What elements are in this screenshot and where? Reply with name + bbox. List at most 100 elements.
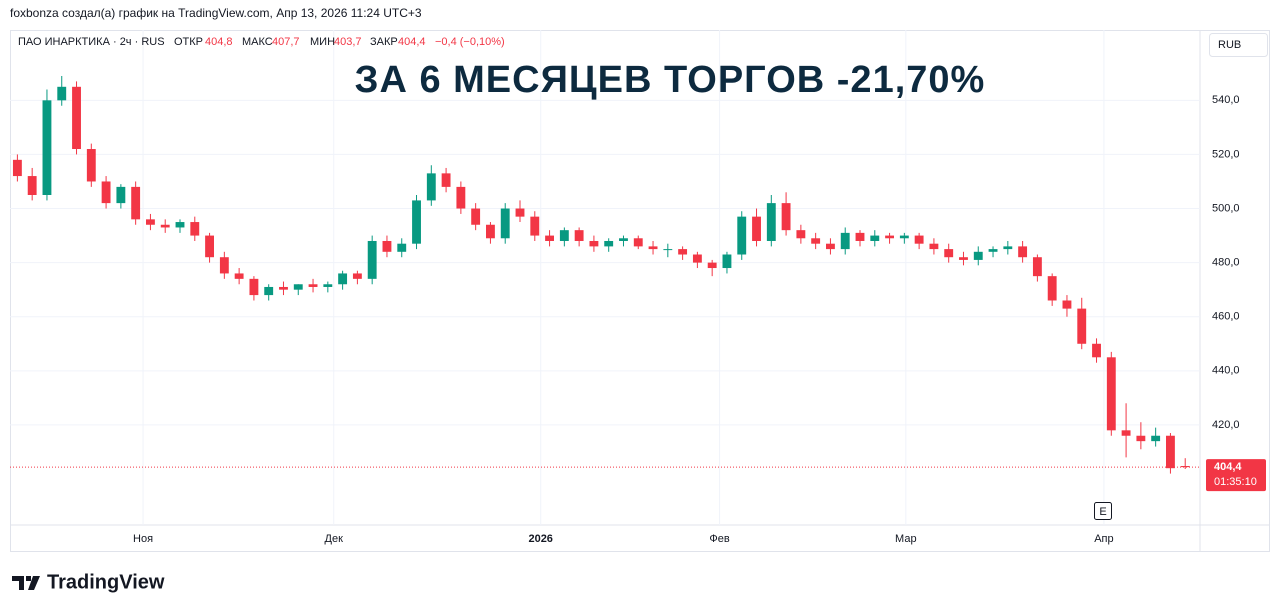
- candle-body: [426, 173, 436, 201]
- candle-body: [1092, 343, 1101, 358]
- attribution: foxbonza создал(а) график на TradingView…: [10, 6, 422, 20]
- y-tick-label: 440,0: [1212, 365, 1240, 377]
- candle-body: [589, 240, 599, 247]
- currency[interactable]: RUB: [1218, 39, 1241, 51]
- candle-body: [1136, 435, 1146, 442]
- candle-body: [1121, 430, 1131, 436]
- candle-body: [190, 222, 200, 236]
- candle-body: [707, 262, 717, 269]
- candle-body: [530, 216, 540, 236]
- last-price-label: 404,4: [1214, 461, 1242, 473]
- candle-body: [101, 181, 111, 204]
- candle-body: [574, 230, 584, 241]
- candle-body: [944, 249, 954, 258]
- currency-box[interactable]: [1209, 33, 1268, 57]
- y-tick-label: 460,0: [1212, 311, 1240, 323]
- event-box[interactable]: [1094, 502, 1112, 520]
- candle-body: [796, 230, 806, 239]
- candle-body: [131, 186, 141, 220]
- x-tick-label: 2026: [528, 533, 552, 545]
- candle-body: [1077, 308, 1087, 344]
- candle-body: [1180, 466, 1190, 468]
- x-tick-label: Фев: [709, 533, 729, 545]
- close-label: ЗАКР: [370, 36, 398, 48]
- candle-body: [1166, 435, 1175, 469]
- candle-body: [663, 249, 673, 251]
- y-tick-label: 500,0: [1212, 202, 1240, 214]
- candle-body: [855, 232, 865, 241]
- candle-body: [57, 86, 67, 101]
- candle-body: [899, 235, 909, 239]
- candle-body: [160, 224, 170, 228]
- candle-body: [219, 257, 229, 274]
- candle-body: [1003, 246, 1013, 250]
- x-tick-label: Мар: [895, 533, 917, 545]
- candle-body: [86, 149, 96, 182]
- countdown: 01:35:10: [1214, 476, 1257, 488]
- candle-body: [885, 235, 894, 239]
- candle-body: [72, 86, 81, 150]
- logo-icon: [12, 576, 40, 590]
- y-tick-label: 480,0: [1212, 257, 1240, 269]
- candle-body: [648, 246, 658, 250]
- candle-body: [840, 232, 850, 250]
- candle-body: [619, 238, 628, 241]
- candle-body: [722, 254, 732, 269]
- candle-body: [1151, 435, 1161, 442]
- candle-body: [382, 240, 392, 252]
- open-value: 404,8: [205, 36, 233, 48]
- candle-body: [146, 219, 155, 225]
- candle-body: [12, 159, 22, 177]
- high-value: 407,7: [272, 36, 300, 48]
- event-marker[interactable]: E: [1099, 506, 1106, 518]
- candle-body: [781, 203, 791, 231]
- candle-body: [633, 238, 643, 247]
- candle-body: [397, 243, 407, 252]
- y-tick-label: 520,0: [1212, 148, 1240, 160]
- y-tick-label: 420,0: [1212, 419, 1240, 431]
- candle-body: [500, 208, 510, 239]
- candle-body: [678, 249, 688, 255]
- x-tick-label: Дек: [325, 533, 344, 545]
- x-tick-label: Ноя: [133, 533, 153, 545]
- candle-body: [914, 235, 924, 244]
- candle-body: [737, 216, 747, 255]
- candle-body: [988, 249, 998, 252]
- candle-body: [42, 100, 52, 195]
- candle-body: [338, 273, 348, 285]
- candle-body: [352, 273, 362, 279]
- x-tick-label: Апр: [1094, 533, 1113, 545]
- candle-body: [249, 278, 259, 296]
- candle-body: [826, 243, 835, 250]
- symbol: ПАО ИНАРКТИКА · 2ч · RUS: [18, 36, 165, 48]
- open-label: ОТКР: [174, 36, 203, 48]
- logo: TradingView: [12, 571, 165, 593]
- high-label: МАКС: [242, 36, 273, 48]
- candle-body: [545, 235, 554, 241]
- candle-body: [515, 208, 525, 217]
- candle-body: [692, 254, 702, 263]
- overlay-title: ЗА 6 МЕСЯЦЕВ ТОРГОВ -21,70%: [355, 59, 986, 101]
- candle-body: [870, 235, 880, 241]
- candle-body: [412, 200, 421, 244]
- frame: [10, 30, 1270, 552]
- candle-body: [471, 208, 481, 225]
- candle-body: [959, 257, 968, 260]
- candle-body: [1018, 246, 1028, 258]
- candle-body: [116, 186, 126, 204]
- candle-body: [308, 284, 318, 287]
- close-value: 404,4: [398, 36, 426, 48]
- candle-body: [766, 203, 776, 241]
- change: −0,4 (−0,10%): [435, 36, 505, 48]
- candle-body: [234, 273, 244, 279]
- candle-body: [604, 240, 614, 247]
- candle-body: [264, 286, 274, 296]
- last-price-box: [1206, 459, 1266, 492]
- candle-body: [1047, 276, 1057, 301]
- candles: [12, 75, 1190, 474]
- candle-body: [323, 284, 333, 287]
- candle-body: [367, 240, 377, 279]
- candle-body: [752, 216, 761, 241]
